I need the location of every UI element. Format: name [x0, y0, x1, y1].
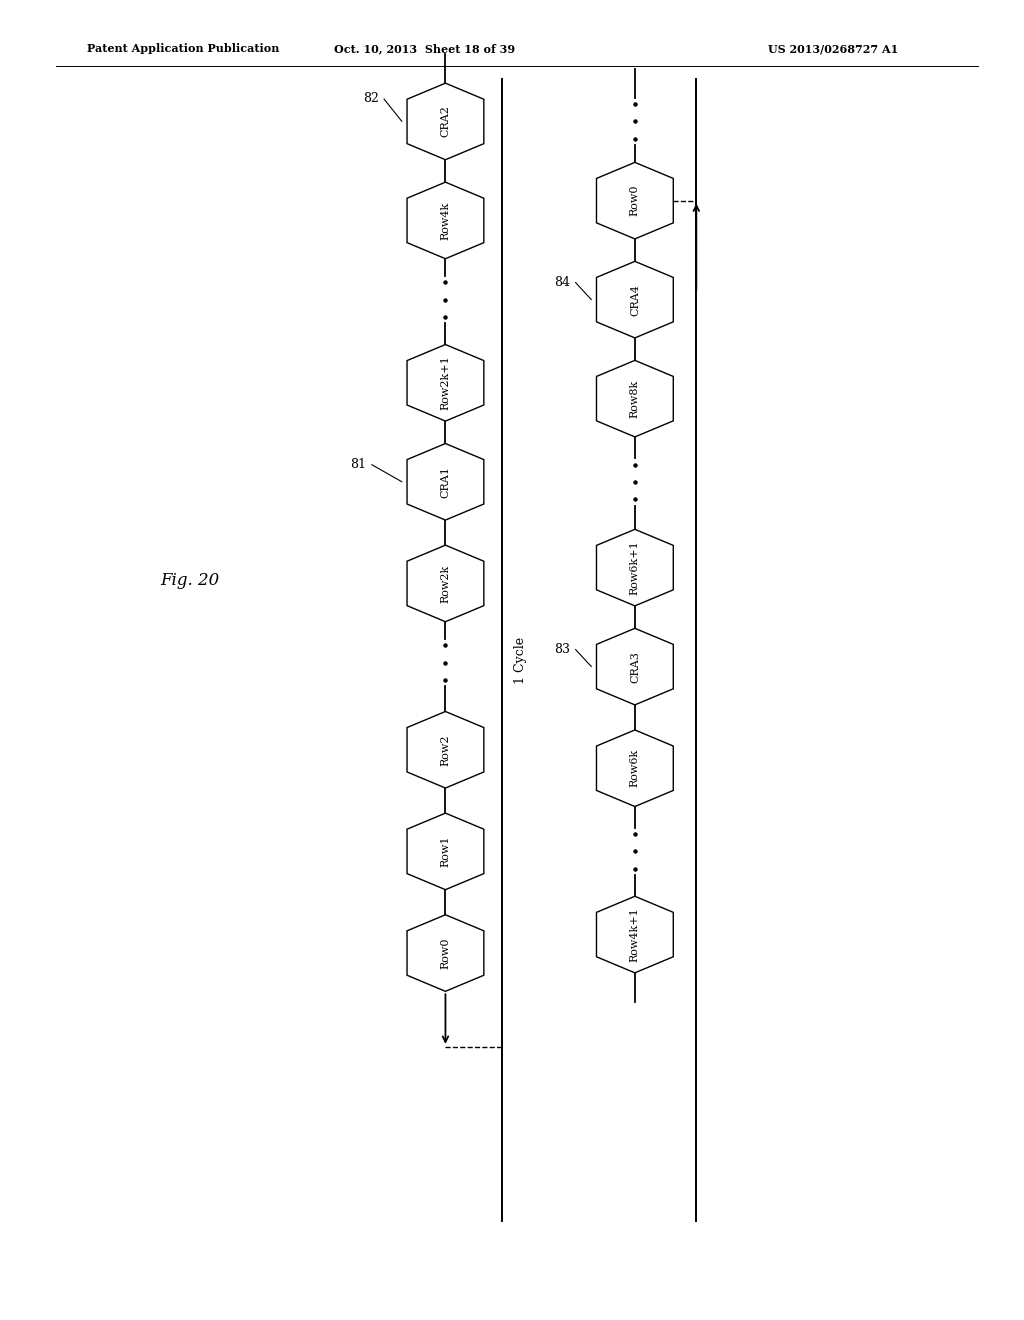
Polygon shape — [596, 628, 674, 705]
Text: Row0: Row0 — [440, 937, 451, 969]
Text: CRA3: CRA3 — [630, 651, 640, 682]
Text: Row2k: Row2k — [440, 565, 451, 602]
Text: Row6k: Row6k — [630, 750, 640, 787]
Text: Fig. 20: Fig. 20 — [160, 573, 219, 589]
Polygon shape — [408, 182, 483, 259]
Text: 82: 82 — [362, 92, 379, 106]
Polygon shape — [596, 360, 674, 437]
Text: Patent Application Publication: Patent Application Publication — [87, 44, 280, 54]
Polygon shape — [596, 896, 674, 973]
Polygon shape — [408, 444, 483, 520]
Text: CRA1: CRA1 — [440, 466, 451, 498]
Text: Row8k: Row8k — [630, 380, 640, 417]
Text: Row4k+1: Row4k+1 — [630, 907, 640, 962]
Polygon shape — [596, 261, 674, 338]
Text: Row2: Row2 — [440, 734, 451, 766]
Polygon shape — [408, 83, 483, 160]
Text: Oct. 10, 2013  Sheet 18 of 39: Oct. 10, 2013 Sheet 18 of 39 — [335, 44, 515, 54]
Text: 81: 81 — [350, 458, 367, 471]
Polygon shape — [596, 730, 674, 807]
Polygon shape — [408, 345, 483, 421]
Text: 1 Cycle: 1 Cycle — [514, 636, 527, 684]
Text: Row2k+1: Row2k+1 — [440, 355, 451, 411]
Polygon shape — [408, 545, 483, 622]
Text: CRA2: CRA2 — [440, 106, 451, 137]
Polygon shape — [596, 529, 674, 606]
Text: 84: 84 — [554, 276, 570, 289]
Text: 83: 83 — [554, 643, 570, 656]
Text: CRA4: CRA4 — [630, 284, 640, 315]
Polygon shape — [596, 162, 674, 239]
Text: Row0: Row0 — [630, 185, 640, 216]
Text: US 2013/0268727 A1: US 2013/0268727 A1 — [768, 44, 898, 54]
Text: Row4k: Row4k — [440, 202, 451, 239]
Polygon shape — [408, 711, 483, 788]
Text: Row1: Row1 — [440, 836, 451, 867]
Polygon shape — [408, 915, 483, 991]
Text: Row6k+1: Row6k+1 — [630, 540, 640, 595]
Polygon shape — [408, 813, 483, 890]
